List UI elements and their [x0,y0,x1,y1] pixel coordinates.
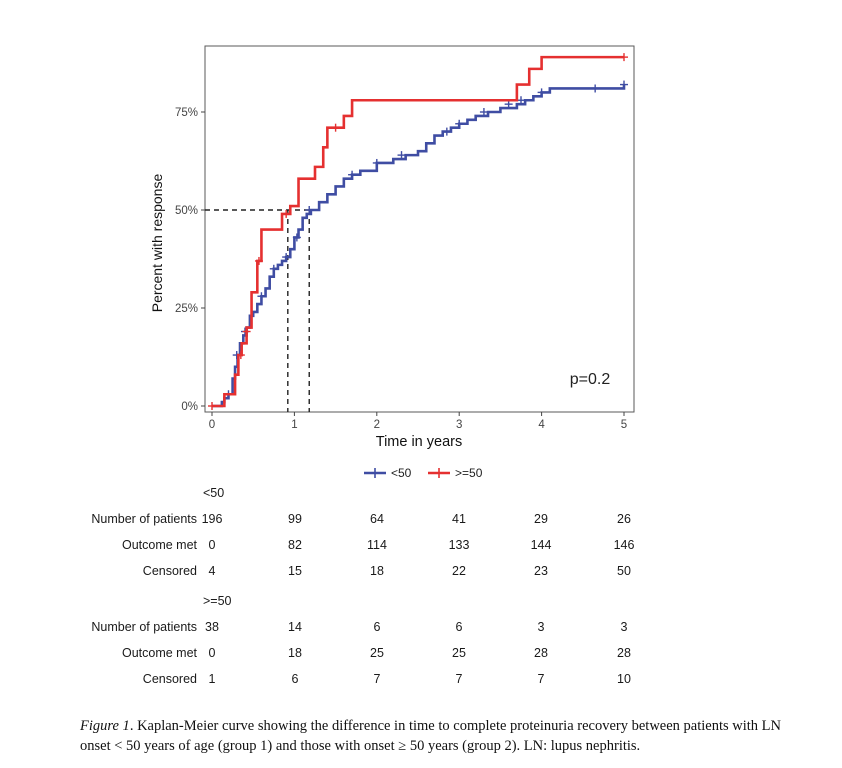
censor-mark [305,206,314,214]
censor-mark [620,80,628,89]
p-value-annotation: p=0.2 [570,371,611,388]
censor-mark [620,53,628,62]
risk-cell-value: 25 [452,646,466,660]
censor-mark [254,256,263,265]
risk-group-title: <50 [203,486,225,500]
legend-item: >=50 [428,466,483,480]
x-axis: 0 1 2 3 4 5 [209,412,627,431]
x-tick-label: 0 [209,419,215,431]
x-tick-label: 2 [374,419,380,431]
risk-cell-value: 3 [620,620,628,634]
series-layer [208,53,628,410]
risk-cell-value: 0 [208,646,216,660]
risk-cell-value: 144 [530,538,552,552]
risk-table: <50 Number of patients 196 99 64 41 29 26 Outcom… [0,480,842,700]
risk-cell-value: 28 [617,646,631,660]
censor-mark [269,264,278,273]
legend-label: <50 [391,466,412,480]
risk-cell-value: 1 [208,672,216,686]
risk-cell-value: 28 [534,646,548,660]
risk-cell-value: 6 [291,672,299,686]
risk-row-label: Number of patients [91,620,197,634]
risk-cell-value: 26 [617,512,631,526]
censor-mark [455,119,464,128]
caption-label: Figure 1 [80,718,130,734]
censor-mark [257,292,266,301]
risk-row-label: Outcome met [121,538,197,552]
x-tick-label: 5 [621,419,627,431]
median-reference-lines [205,209,310,412]
risk-cell-value: 10 [617,672,631,686]
y-axis-label: Percent with response [149,174,165,313]
risk-cell-value: 7 [537,672,545,686]
y-tick-label: 25% [175,303,198,315]
y-axis: 0% 25% 50% 75% [175,107,205,413]
risk-cell-value: 14 [288,620,302,634]
risk-cell-value: 114 [367,538,387,552]
censor-mark [372,158,381,167]
censor-mark [397,151,406,160]
risk-row-label: Censored [142,672,197,686]
censor-mark [517,96,525,105]
risk-cell-value: 25 [370,646,384,660]
censor-mark [292,233,301,242]
risk-row-label: Number of patients [91,512,197,526]
censor-mark [236,351,245,360]
risk-cell-value: 18 [288,646,302,660]
legend: <50 >=50 [364,466,483,480]
risk-cell-value: 4 [208,564,216,578]
risk-row-label: Outcome met [121,646,197,660]
risk-row-label: Censored [142,564,197,578]
risk-group-title: >=50 [203,594,232,608]
risk-cell-value: 133 [448,538,470,552]
legend-item: <50 [364,466,412,480]
legend-label: >=50 [455,466,483,480]
risk-cell-value: 7 [373,672,381,686]
censor-mark [537,88,546,97]
censor-mark [282,253,291,262]
x-tick-label: 4 [538,419,545,431]
risk-cell-value: 146 [613,538,635,552]
censor-mark [479,108,488,116]
risk-cell-value: 22 [452,564,466,578]
censor-mark [282,209,291,218]
censor-mark [242,327,251,336]
x-tick-label: 3 [456,419,462,431]
risk-cell-value: 7 [455,672,463,686]
risk-cell-value: 41 [452,512,466,526]
y-tick-label: 75% [175,107,198,119]
km-chart: 0% 25% 50% 75% 0 1 2 3 4 5 p=0.2 Time in years P… [149,45,635,480]
censor-mark [442,127,451,136]
x-tick-label: 1 [291,419,297,431]
risk-cell-value: 64 [370,512,384,526]
x-axis-label: Time in years [376,434,462,450]
risk-cell-value: 15 [288,564,302,578]
risk-cell-value: 38 [205,620,219,634]
series-line-under50 [212,84,626,408]
risk-cell-value: 50 [617,564,631,578]
risk-cell-value: 82 [288,538,302,552]
censor-mark [591,84,600,93]
risk-cell-value: 29 [534,512,548,526]
figure-caption: Figure 1. Kaplan-Meier curve showing the… [80,716,800,756]
risk-cell-value: 99 [288,512,302,526]
risk-cell-value: 3 [537,620,545,634]
y-tick-label: 0% [181,401,198,413]
censor-mark [331,123,340,132]
risk-cell-value: 196 [201,512,223,526]
censor-mark [208,402,216,410]
y-tick-label: 50% [175,205,198,217]
risk-cell-value: 23 [534,564,548,578]
risk-cell-value: 6 [373,620,381,634]
caption-text: . Kaplan-Meier curve showing the differe… [80,718,782,754]
censor-mark [348,170,357,179]
risk-cell-value: 18 [370,564,384,578]
risk-cell-value: 0 [208,538,216,552]
risk-cell-value: 6 [455,620,463,634]
